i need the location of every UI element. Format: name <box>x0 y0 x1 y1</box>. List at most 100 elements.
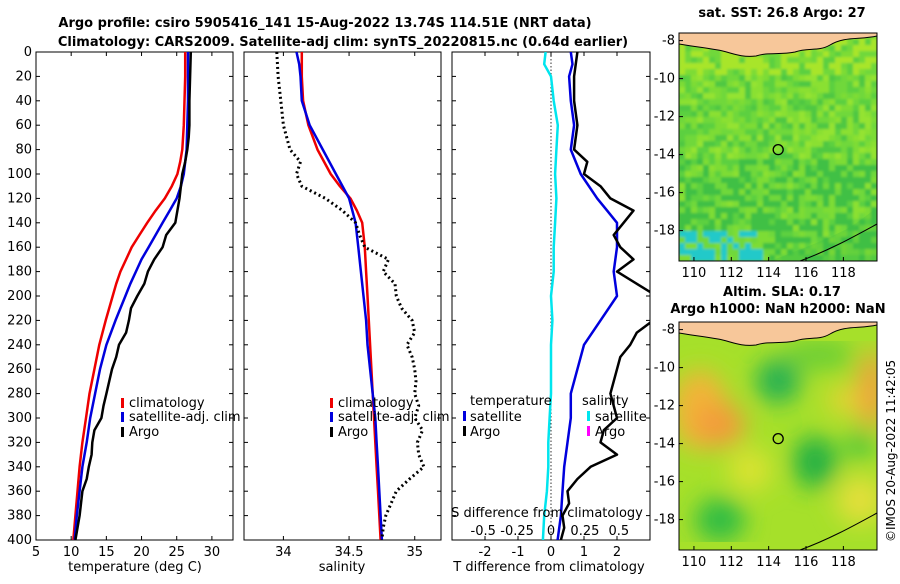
sla-blob <box>836 476 877 524</box>
sst-pixel <box>841 111 847 117</box>
sst-pixel <box>871 117 877 123</box>
sst-pixel <box>865 57 871 63</box>
sst-pixel <box>691 207 697 213</box>
difference-panel: -2 -1 0 1 2 temperature satellite Argo salin… <box>451 51 651 575</box>
legend-title-salinity: salinity <box>582 394 629 409</box>
sst-pixel <box>757 219 763 225</box>
sst-pixel <box>769 225 775 231</box>
sst-pixel <box>871 249 877 255</box>
sst-pixel <box>769 177 775 183</box>
sst-pixel <box>805 57 811 63</box>
sst-pixel <box>757 99 763 105</box>
sst-pixel <box>865 219 871 225</box>
sst-pixel <box>841 39 847 45</box>
sst-pixel <box>685 129 691 135</box>
sst-pixel <box>871 99 877 105</box>
sst-pixel <box>793 201 799 207</box>
sst-pixel <box>751 63 757 69</box>
sst-pixel <box>733 87 739 93</box>
sst-pixel <box>757 201 763 207</box>
sst-pixel <box>745 225 751 231</box>
sst-pixel <box>847 75 853 81</box>
temperature-lines <box>72 52 193 540</box>
depth-tick-label: 280 <box>7 387 32 402</box>
sst-pixel <box>733 189 739 195</box>
sst-pixel <box>853 159 859 165</box>
sst-pixel <box>769 123 775 129</box>
sst-pixel <box>709 231 715 237</box>
sst-pixel <box>847 63 853 69</box>
sst-pixel <box>739 99 745 105</box>
sst-pixel <box>787 201 793 207</box>
sst-pixel <box>841 171 847 177</box>
sst-pixel <box>847 249 853 255</box>
sst-pixel <box>853 225 859 231</box>
sst-pixel <box>751 249 757 255</box>
sst-pixel <box>703 111 709 117</box>
sst-pixel <box>871 207 877 213</box>
sst-pixel <box>709 99 715 105</box>
sst-pixel <box>859 135 865 141</box>
sst-pixel <box>679 99 685 105</box>
sst-pixel <box>679 45 685 51</box>
sst-pixel <box>823 147 829 153</box>
sst-pixel <box>853 111 859 117</box>
sst-pixel <box>685 153 691 159</box>
sst-pixel <box>865 177 871 183</box>
sst-pixel <box>859 141 865 147</box>
sst-pixel <box>817 183 823 189</box>
sst-pixel <box>739 189 745 195</box>
sst-pixel <box>733 159 739 165</box>
sst-pixel <box>793 159 799 165</box>
series-s-satellite-line <box>541 52 560 540</box>
sst-pixel <box>805 195 811 201</box>
sst-pixel <box>775 129 781 135</box>
sst-pixel <box>733 135 739 141</box>
sst-pixel <box>781 165 787 171</box>
sst-pixel <box>697 195 703 201</box>
sst-pixel <box>757 195 763 201</box>
sst-pixel <box>679 177 685 183</box>
sst-pixel <box>859 111 865 117</box>
sst-pixel <box>865 249 871 255</box>
sst-pixel <box>805 171 811 177</box>
sst-pixel <box>853 141 859 147</box>
sst-pixel <box>835 153 841 159</box>
sst-pixel <box>691 171 697 177</box>
sst-pixel <box>685 165 691 171</box>
sst-pixel <box>865 201 871 207</box>
sst-pixel <box>847 165 853 171</box>
sst-pixel <box>727 207 733 213</box>
sst-pixel <box>757 189 763 195</box>
salinity-legend: climatology satellite-adj. clim Argo <box>330 396 450 440</box>
sst-pixel <box>775 255 781 261</box>
sst-pixel <box>703 225 709 231</box>
sst-pixel <box>829 69 835 75</box>
x-tick-label: 10 <box>63 545 80 560</box>
sst-pixel <box>787 63 793 69</box>
sst-pixel <box>691 159 697 165</box>
sst-pixel <box>745 189 751 195</box>
sst-pixel <box>829 135 835 141</box>
sst-pixel <box>751 201 757 207</box>
sst-pixel <box>751 177 757 183</box>
sst-pixel <box>859 225 865 231</box>
sst-pixel <box>721 141 727 147</box>
sst-pixel <box>805 99 811 105</box>
sst-pixel <box>757 153 763 159</box>
sst-pixel <box>871 39 877 45</box>
sst-pixel <box>793 189 799 195</box>
sst-pixel <box>691 69 697 75</box>
sst-pixel <box>733 243 739 249</box>
sst-pixel <box>721 105 727 111</box>
sst-pixel <box>871 129 877 135</box>
sst-pixel <box>829 81 835 87</box>
sst-pixel <box>799 75 805 81</box>
sst-pixel <box>781 87 787 93</box>
sst-pixel <box>685 195 691 201</box>
legend-label-s-satellite: satellite <box>595 410 647 425</box>
legend-swatch-argo <box>121 427 124 437</box>
map-x-tick-label: 112 <box>719 266 744 281</box>
s-tick-label: -0.5 <box>471 524 496 539</box>
sst-pixel <box>799 81 805 87</box>
